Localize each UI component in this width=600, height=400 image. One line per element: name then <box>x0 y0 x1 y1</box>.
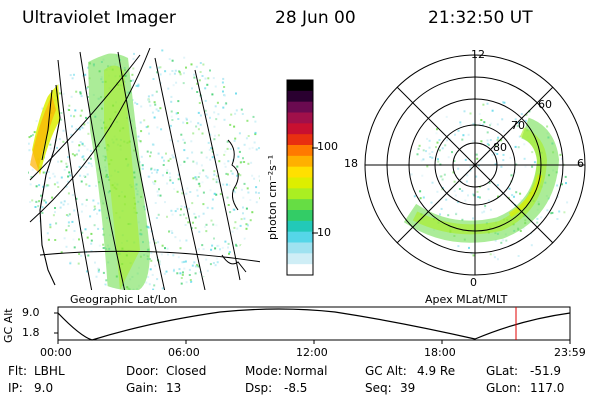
colorbar-segment <box>287 264 313 276</box>
colorbar-segment <box>287 231 313 243</box>
colorbar-segment <box>287 242 313 254</box>
colorbar-unit: photon cm⁻²s⁻¹ <box>266 154 279 240</box>
colorbar-segment <box>287 145 313 157</box>
altitude-ytick-9: 9.0 <box>22 306 40 319</box>
time-label: 21:32:50 UT <box>428 8 533 28</box>
colorbar-segment <box>287 155 313 168</box>
colorbar-frame <box>286 79 314 276</box>
mode-label: Mode: <box>245 364 282 378</box>
gcalt-label: GC Alt: <box>365 364 407 378</box>
seq-label: Seq: <box>365 381 392 395</box>
mode-value: Normal <box>284 364 328 378</box>
glon-value: 117.0 <box>530 381 565 395</box>
altitude-curve <box>57 308 571 341</box>
lat-label-70: 70 <box>511 119 525 132</box>
lat-label-80: 80 <box>493 141 507 154</box>
colorbar-segment <box>287 90 313 103</box>
gain-label: Gain: <box>126 381 158 395</box>
ip-label: IP: <box>8 381 23 395</box>
left-panel-label: Geographic Lat/Lon <box>70 293 178 306</box>
colorbar-segment <box>287 166 313 178</box>
filter-value: LBHL <box>34 364 65 378</box>
door-value: Closed <box>166 364 207 378</box>
mlt-label-18: 18 <box>344 157 358 170</box>
geographic-image <box>28 48 260 290</box>
colorbar-segment <box>287 112 313 124</box>
mlt-label-6: 6 <box>577 157 584 170</box>
colorbar-segment <box>287 134 313 146</box>
colorbar-segment <box>287 101 313 113</box>
colorbar-segment <box>287 188 313 200</box>
filter-label: Flt: <box>8 364 27 378</box>
xtick-0000: 00:00 <box>40 346 72 359</box>
dsp-label: Dsp: <box>245 381 273 395</box>
mlt-label-12: 12 <box>471 48 485 61</box>
colorbar-segment <box>287 123 313 135</box>
glat-value: -51.9 <box>530 364 562 378</box>
lat-label-60: 60 <box>538 98 552 111</box>
colorbar-segment <box>287 177 313 189</box>
seq-value: 39 <box>400 381 416 395</box>
xtick-1800: 18:00 <box>424 346 456 359</box>
xtick-1200: 12:00 <box>296 346 328 359</box>
colorbar-segment <box>287 199 313 211</box>
altitude-plot <box>54 306 571 344</box>
ip-value: 9.0 <box>34 381 54 395</box>
altitude-ytick-1.8: 1.8 <box>22 326 40 339</box>
right-panel-label: Apex MLat/MLT <box>425 293 508 306</box>
colorbar <box>286 79 314 276</box>
polar-plot <box>364 54 586 276</box>
xtick-0600: 06:00 <box>168 346 200 359</box>
xtick-2359: 23:59 <box>554 346 586 359</box>
coastline <box>39 84 61 286</box>
altitude-ylabel: GC Alt <box>2 308 15 343</box>
dsp-value: -8.5 <box>284 381 308 395</box>
glat-label: GLat: <box>486 364 519 378</box>
mlt-label-0: 0 <box>470 276 477 289</box>
gain-value: 13 <box>166 381 182 395</box>
colorbar-segment <box>287 80 313 92</box>
colorbar-tick-100: 100 <box>317 140 338 153</box>
colorbar-tick-10: 10 <box>317 226 331 239</box>
date-label: 28 Jun 00 <box>275 8 356 28</box>
colorbar-segment <box>287 210 313 222</box>
colorbar-segment <box>287 253 313 265</box>
glon-label: GLon: <box>486 381 521 395</box>
colorbar-segment <box>287 220 313 233</box>
gcalt-value: 4.9 Re <box>417 364 456 378</box>
door-label: Door: <box>126 364 159 378</box>
instrument-title: Ultraviolet Imager <box>22 8 176 28</box>
